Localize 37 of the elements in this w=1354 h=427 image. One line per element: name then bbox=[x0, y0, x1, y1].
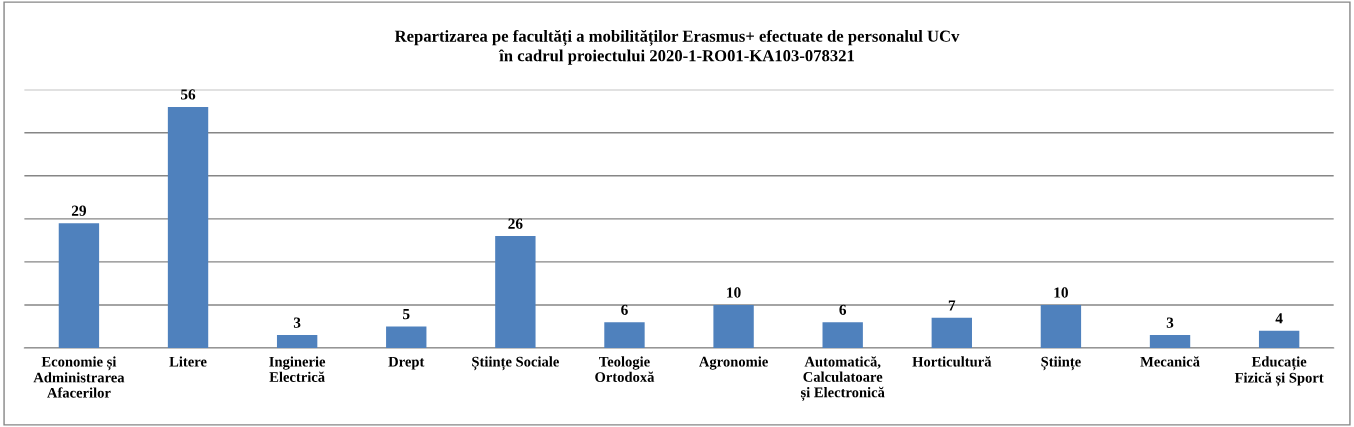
data-label: 4 bbox=[1275, 313, 1283, 324]
x-tick-label: Științe bbox=[1041, 356, 1081, 371]
x-tick-label: Economie și Administrarea Afacerilor bbox=[33, 356, 125, 398]
bar bbox=[822, 322, 863, 348]
data-label: 29 bbox=[71, 205, 87, 216]
bar bbox=[1258, 330, 1300, 348]
x-tick-label: Horticultură bbox=[912, 356, 992, 367]
x-tick-label: Litere bbox=[169, 356, 207, 367]
x-tick-label: Mecanică bbox=[1140, 356, 1200, 367]
bar bbox=[931, 317, 972, 348]
bar bbox=[276, 335, 318, 348]
data-label: 5 bbox=[403, 309, 410, 320]
data-label: 56 bbox=[181, 89, 196, 100]
chart-title: Repartizarea pe facultăți a mobilităților Erasmus+ efectuate de personalul UCv în cadrul proiectului 2020-1-RO01-KA103-078321 bbox=[394, 29, 960, 65]
data-label: 26 bbox=[508, 218, 523, 229]
data-label: 6 bbox=[621, 304, 628, 315]
bar bbox=[386, 326, 427, 348]
bar bbox=[1149, 335, 1191, 348]
bar bbox=[604, 322, 645, 348]
x-tick-label: Drept bbox=[388, 356, 425, 370]
x-tick-label: Teologie Ortodoxă bbox=[595, 356, 655, 382]
x-tick-label: Agronomie bbox=[699, 356, 768, 370]
data-label: 3 bbox=[293, 317, 301, 328]
bar bbox=[713, 304, 754, 348]
data-label: 10 bbox=[727, 287, 741, 298]
x-tick-label: Automatică, Calculatoare și Electronică bbox=[800, 356, 885, 401]
x-tick-label: Științe Sociale bbox=[472, 356, 559, 371]
data-label: 7 bbox=[948, 300, 956, 311]
data-label: 6 bbox=[839, 304, 847, 315]
x-tick-label: Educație Fizică și Sport bbox=[1234, 356, 1324, 387]
bar bbox=[167, 106, 209, 348]
x-tick-label: Inginerie Electrică bbox=[269, 356, 326, 382]
bar bbox=[58, 223, 100, 348]
data-label: 3 bbox=[1166, 317, 1174, 328]
bar bbox=[1040, 304, 1082, 348]
data-label: 10 bbox=[1054, 287, 1068, 298]
bar bbox=[495, 236, 536, 348]
